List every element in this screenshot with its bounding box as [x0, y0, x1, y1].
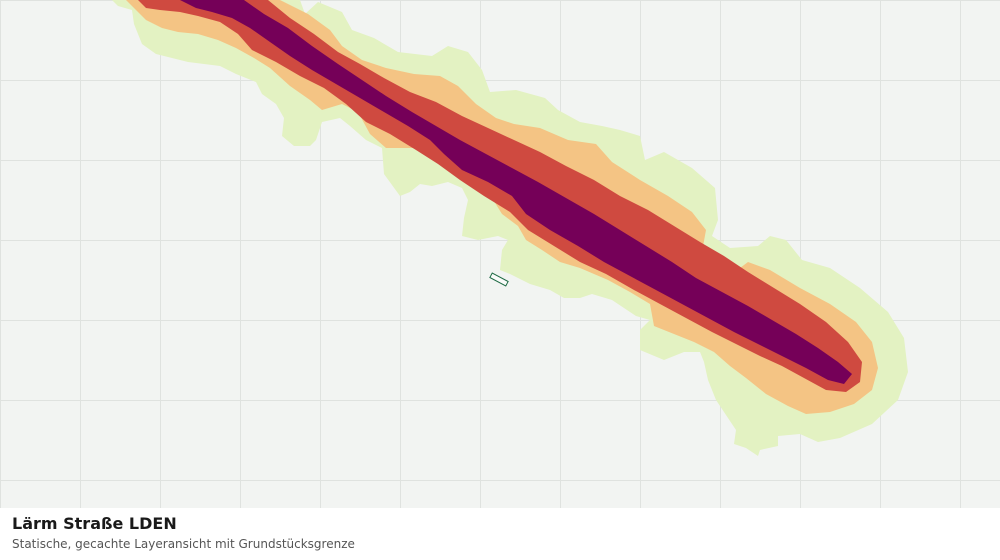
layer-caption: Lärm Straße LDEN Statische, gecachte Lay…: [0, 508, 1000, 560]
map-canvas[interactable]: [0, 0, 1000, 508]
layer-title: Lärm Straße LDEN: [12, 514, 177, 533]
map-view[interactable]: [0, 0, 1000, 508]
layer-subtitle: Statische, gecachte Layeransicht mit Gru…: [12, 537, 355, 551]
parcel-boundary[interactable]: [489, 272, 509, 287]
noise-band-core: [180, 0, 852, 384]
parcel-shape[interactable]: [489, 272, 509, 287]
